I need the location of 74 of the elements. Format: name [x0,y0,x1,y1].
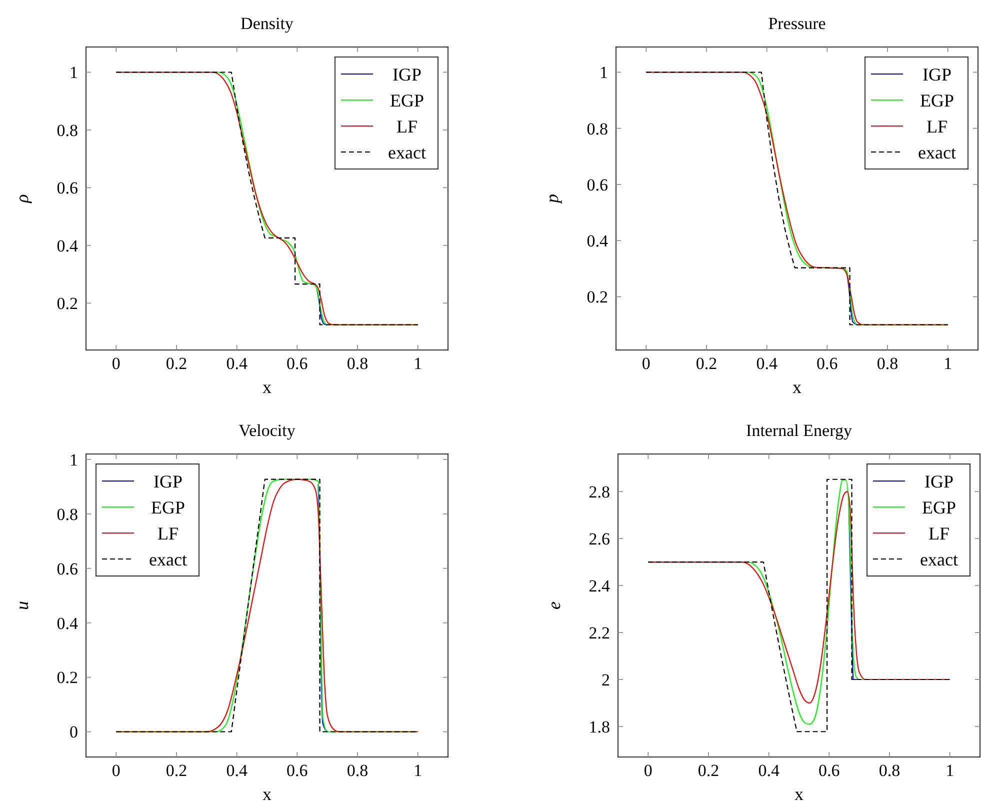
x-tick-label: 0.4 [226,761,248,780]
y-tick-label: 2.8 [588,482,610,502]
x-tick-label: 0.2 [166,761,188,780]
y-tick-label: 0.4 [586,232,608,251]
legend-label: IGP [392,64,422,84]
x-tick-label: 0.8 [876,354,898,373]
y-tick-label: 0.8 [586,119,608,138]
x-tick-label: 0.2 [696,354,718,373]
y-axis-title: e [544,602,564,610]
x-tick-label: 1 [946,761,954,780]
y-tick-label: 2 [602,670,610,690]
x-tick-label: 0.4 [756,354,778,373]
y-axis-title: p [542,194,562,205]
legend-label: LF [396,116,418,136]
chart-title: Density [240,14,294,33]
x-axis-title: x [794,784,804,804]
x-tick-label: 0.8 [346,761,368,780]
chart-title: Internal Energy [746,421,852,440]
y-tick-label: 0.4 [56,236,78,256]
y-tick-label: 0.2 [56,668,78,688]
y-tick-label: 0.8 [56,120,78,140]
y-tick-label: 0.4 [56,614,78,633]
legend-label: EGP [150,497,186,518]
y-tick-label: 0.6 [586,175,608,194]
y-tick-label: 0.6 [56,559,78,578]
x-tick-label: 0.6 [818,761,840,780]
legend-label: exact [920,549,958,570]
y-tick-label: 1 [70,450,78,470]
x-tick-label: 0 [644,761,652,780]
legend-label: exact [388,142,426,162]
x-axis-title: x [792,377,802,397]
chart-title: Pressure [768,14,826,33]
legend-label: exact [918,142,956,162]
legend-label: LF [928,523,950,544]
x-tick-label: 0.6 [286,761,308,780]
y-tick-label: 1.8 [588,717,610,736]
y-tick-label: 2.4 [588,576,610,596]
y-tick-label: 0.8 [56,504,78,524]
x-tick-label: 1 [414,354,422,373]
x-tick-label: 0.2 [166,354,188,373]
legend-label: LF [926,116,948,136]
x-tick-label: 1 [944,354,952,373]
y-tick-label: 1 [600,63,608,82]
y-tick-label: 0.2 [56,294,78,314]
y-axis-title: u [12,601,32,610]
legend-label: IGP [924,471,954,492]
y-tick-label: 0.6 [56,178,78,198]
y-tick-label: 2.6 [588,530,610,549]
x-tick-label: 0.8 [878,761,900,780]
x-tick-label: 0.8 [346,354,368,373]
y-tick-label: 0.2 [586,288,608,307]
legend-label: EGP [390,90,424,110]
y-tick-label: 2.2 [588,623,610,642]
x-tick-label: 0.4 [226,354,248,373]
legend-label: EGP [922,497,956,518]
x-tick-label: 0 [112,354,120,373]
legend-label: IGP [922,64,952,84]
x-tick-label: 0 [642,354,650,373]
x-tick-label: 0 [112,761,120,780]
legend-label: IGP [153,471,183,492]
legend-label: exact [149,549,187,570]
y-tick-label: 0 [70,722,78,742]
x-tick-label: 0.6 [816,354,838,373]
legend-label: EGP [920,90,954,110]
x-axis-title: x [262,377,272,397]
legend-label: LF [157,523,179,544]
y-axis-title: ρ [12,194,32,204]
x-tick-label: 0.6 [286,354,308,373]
x-tick-label: 0.2 [698,761,720,780]
x-tick-label: 0.4 [758,761,780,780]
y-tick-label: 1 [70,63,78,82]
chart-title: Velocity [238,421,296,440]
x-tick-label: 1 [414,761,422,780]
x-axis-title: x [262,784,272,804]
